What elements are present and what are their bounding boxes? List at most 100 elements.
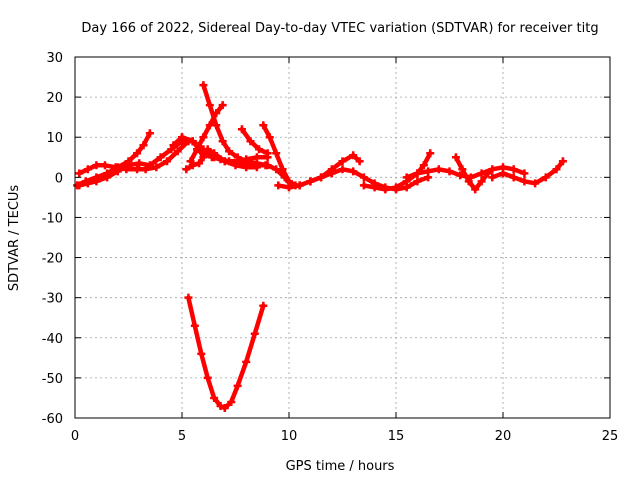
data-point	[488, 165, 497, 174]
data-point	[163, 157, 172, 166]
data-point	[203, 145, 212, 154]
data-point	[192, 145, 201, 154]
data-point	[509, 173, 518, 182]
data-point	[242, 157, 251, 166]
data-point	[458, 165, 467, 174]
data-point	[231, 161, 240, 170]
data-point	[426, 149, 435, 158]
data-point	[210, 149, 219, 158]
y-tick-label: -10	[42, 211, 63, 226]
data-point	[113, 167, 122, 176]
data-point	[199, 81, 208, 90]
data-point	[252, 159, 261, 168]
data-point	[220, 157, 229, 166]
data-point	[259, 121, 268, 130]
data-point	[227, 397, 236, 406]
y-axis-label: SDTVAR / TECUs	[7, 185, 22, 292]
data-point	[464, 177, 473, 186]
data-point	[456, 171, 465, 180]
chart-title: Day 166 of 2022, Sidereal Day-to-day VTE…	[81, 21, 598, 36]
x-tick-label: 0	[71, 429, 79, 444]
x-tick-label: 15	[388, 429, 405, 444]
y-tick-label: -20	[42, 252, 63, 267]
data-point	[541, 173, 550, 182]
data-point	[145, 129, 154, 138]
data-point	[558, 157, 567, 166]
y-tick-label: -60	[42, 412, 63, 427]
x-axis-label: GPS time / hours	[286, 459, 395, 474]
data-point	[218, 137, 227, 146]
y-tick-label: -50	[42, 372, 63, 387]
data-point	[349, 151, 358, 160]
data-series-arc-15	[451, 153, 493, 194]
grid-layer	[75, 57, 610, 418]
data-point	[182, 165, 191, 174]
plot-frame	[74, 56, 611, 419]
data-point	[237, 125, 246, 134]
data-point	[272, 149, 281, 158]
data-point	[285, 183, 293, 192]
y-tick-label: -30	[42, 292, 63, 307]
data-point	[451, 153, 460, 162]
data-point	[186, 157, 195, 166]
data-point	[392, 183, 400, 192]
y-tick-label: 20	[46, 91, 63, 106]
data-point	[103, 173, 112, 182]
data-point	[225, 147, 234, 156]
data-point	[190, 321, 199, 330]
data-series-arc-9	[237, 125, 272, 158]
y-tick-label: 0	[55, 171, 63, 186]
data-point	[509, 165, 518, 174]
data-point	[133, 149, 142, 158]
data-point	[263, 161, 272, 170]
data-point	[75, 169, 84, 178]
data-point	[220, 403, 229, 412]
data-point	[370, 183, 379, 192]
data-point	[197, 349, 206, 358]
data-point	[424, 167, 433, 176]
data-point	[434, 165, 443, 174]
data-point	[413, 177, 422, 186]
data-point	[381, 185, 390, 194]
data-point	[133, 165, 142, 174]
data-point	[471, 185, 480, 194]
tick-layer: 0 5 10 15 20 25 30 20 10 0 -10 -20 -30 -40 -50 -60	[42, 51, 619, 444]
data-point	[295, 181, 304, 190]
data-point	[139, 141, 148, 150]
data-point	[419, 161, 428, 170]
x-tick-label: 5	[178, 429, 186, 444]
data-point	[484, 169, 493, 178]
data-point	[167, 145, 176, 154]
data-point	[178, 133, 186, 142]
data-series-arc-17	[184, 293, 268, 412]
y-tick-label: 10	[46, 131, 63, 146]
data-point	[92, 177, 101, 186]
data-point	[278, 165, 287, 174]
data-point	[233, 153, 242, 162]
y-tick-label: 30	[46, 51, 63, 66]
data-point	[233, 381, 242, 390]
data-point	[250, 329, 259, 338]
data-point	[355, 157, 364, 166]
data-point	[169, 141, 178, 150]
data-point	[327, 169, 336, 178]
data-point	[156, 153, 165, 162]
data-point	[359, 173, 368, 182]
x-tick-label: 10	[281, 429, 298, 444]
data-point	[259, 301, 268, 310]
data-point	[306, 177, 315, 186]
data-series-arc-16	[488, 157, 567, 188]
data-point	[499, 169, 507, 178]
data-point	[83, 179, 92, 188]
data-point	[212, 121, 221, 130]
data-point	[242, 357, 251, 366]
data-series-arc-7	[186, 101, 227, 166]
data-point	[199, 133, 208, 142]
data-point	[359, 181, 368, 190]
data-point	[338, 157, 347, 166]
data-point	[218, 101, 227, 110]
data-point	[124, 161, 133, 170]
data-point	[83, 165, 92, 174]
data-point	[402, 173, 411, 182]
